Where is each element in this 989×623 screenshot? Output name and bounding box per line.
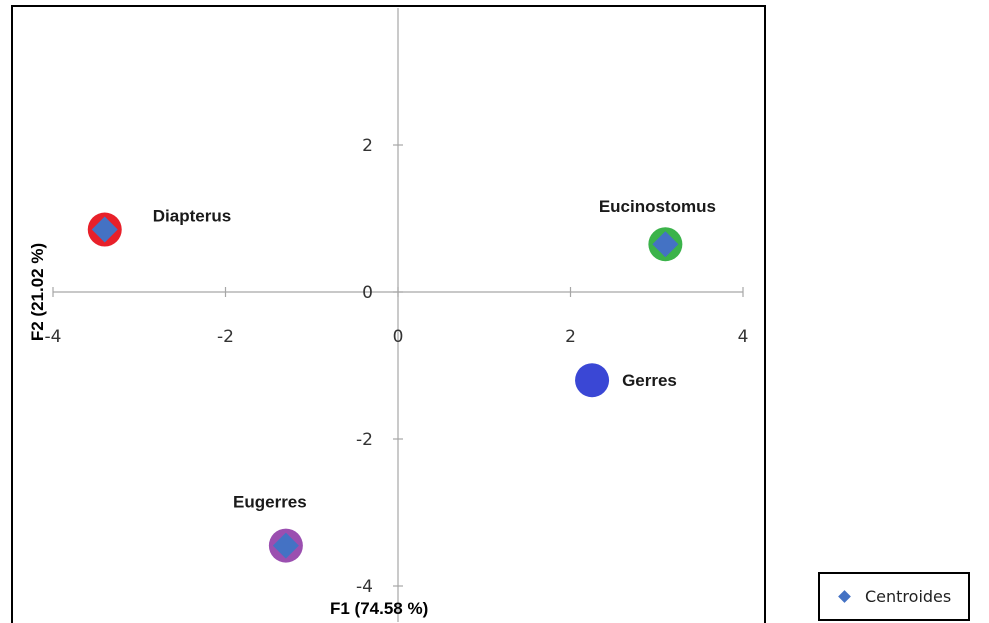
point-label-gerres: Gerres	[622, 371, 677, 390]
x-tick-label: 4	[738, 327, 749, 347]
y-tick-label: 0	[362, 283, 373, 303]
diamond-icon	[838, 590, 851, 603]
x-tick-label: -2	[217, 327, 234, 347]
axes: -4 -2 0 2 4 -4 -2 0 2	[45, 8, 749, 622]
x-tick-label: 2	[565, 327, 576, 347]
y-tick-label: -2	[356, 430, 373, 450]
point-labels: Diapterus Eucinostomus Gerres Eugerres	[153, 197, 716, 511]
point-label-eucinostomus: Eucinostomus	[599, 197, 716, 216]
centroid-marker-eucinostomus	[652, 231, 679, 258]
y-tick-label: -4	[356, 577, 373, 597]
point-label-diapterus: Diapterus	[153, 207, 231, 226]
x-axis-title: F1 (74.58 %)	[330, 599, 428, 618]
centroid-marker-eugerres	[272, 532, 299, 559]
legend: Centroides	[818, 572, 970, 621]
data-points	[87, 212, 683, 563]
group-point-gerres	[575, 363, 610, 398]
x-tick-label: -4	[45, 327, 62, 347]
centroid-marker-diapterus	[91, 216, 118, 243]
x-tick-label: 0	[393, 327, 404, 347]
y-axis-title: F2 (21.02 %)	[28, 243, 47, 341]
legend-label-centroides: Centroides	[865, 587, 952, 606]
y-tick-label: 2	[362, 136, 373, 156]
plot-frame	[11, 5, 766, 623]
point-label-eugerres: Eugerres	[233, 493, 307, 512]
